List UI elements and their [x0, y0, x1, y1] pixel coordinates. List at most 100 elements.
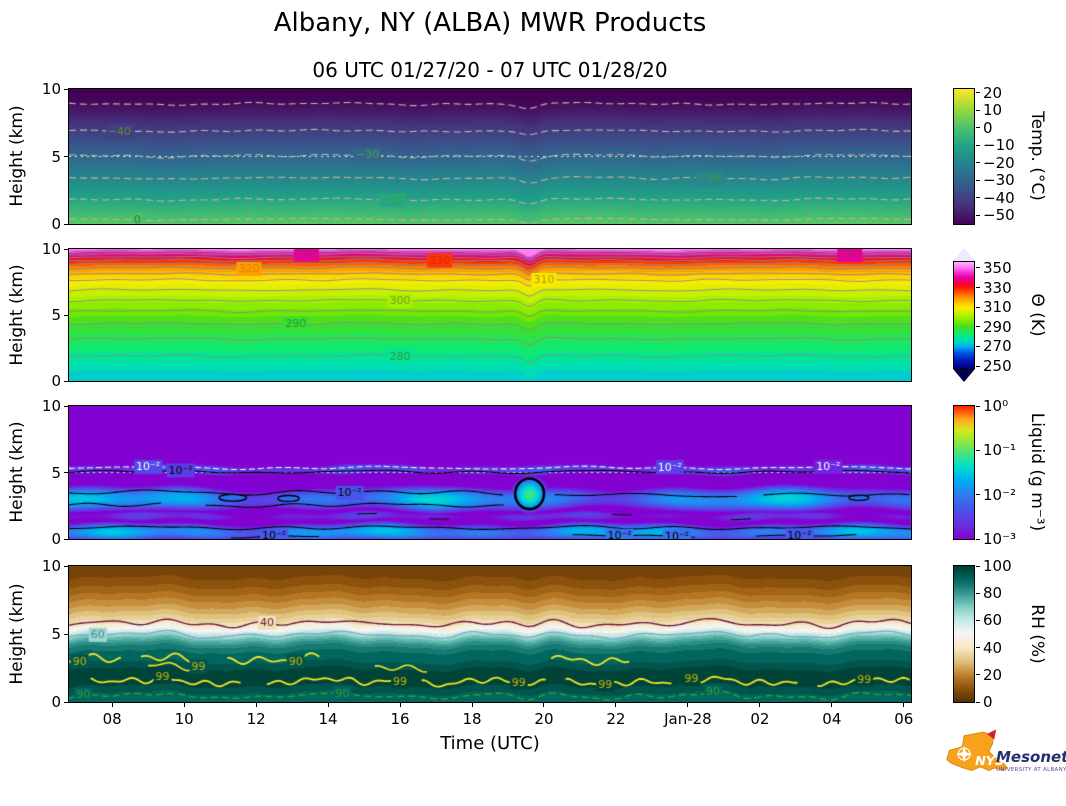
colorbar-tick-mark — [976, 92, 980, 93]
colorbar-tick-label: 100 — [983, 557, 1012, 575]
x-tick-mark — [111, 703, 113, 707]
y-tick-label: 10 — [41, 240, 61, 258]
ny-state-shape — [946, 731, 1008, 772]
y-tick-mark — [64, 472, 68, 473]
x-tick-mark — [255, 703, 257, 707]
colorbar-tick-mark — [976, 592, 980, 594]
figure-subtitle: 06 UTC 01/27/20 - 07 UTC 01/28/20 — [312, 58, 668, 82]
x-tick-mark — [471, 703, 473, 707]
temperature-heatmap-canvas — [69, 89, 911, 224]
colorbar-tick-mark — [976, 287, 980, 289]
colorbar-tick-label: −30 — [983, 171, 1015, 190]
colorbar-tick-mark — [976, 197, 980, 199]
colorbar-tick-mark — [976, 538, 980, 540]
x-tick-label: 18 — [462, 710, 482, 728]
x-tick-mark — [399, 703, 401, 707]
y-tick-mark — [64, 405, 68, 407]
colorbar-tick-label: −40 — [983, 188, 1015, 207]
y-tick-mark — [64, 248, 68, 250]
colorbar-tick-label: 20 — [983, 83, 1003, 102]
colorbar-tick-label: 10⁻² — [983, 485, 1017, 504]
colorbar-tick-mark — [976, 326, 980, 328]
ny-state-icon: NYS — [946, 729, 1008, 772]
y-tick-mark — [64, 633, 68, 635]
y-tick-label: 10 — [41, 557, 61, 575]
colorbar-tick-label: 250 — [983, 357, 1012, 376]
x-tick-label: 02 — [750, 710, 770, 728]
colorbar-tick-label: 10 — [983, 101, 1003, 120]
height-axis-label-theta: Height (km) — [7, 264, 27, 366]
colorbar-tick-mark — [976, 449, 980, 451]
y-tick-mark — [64, 88, 68, 90]
logo-nys-text: NYS — [975, 754, 1004, 769]
colorbar-tick-label: 80 — [983, 584, 1003, 603]
x-tick-label: 06 — [894, 710, 914, 728]
height-axis-label-rh: Height (km) — [7, 583, 27, 685]
logo-mesonet-text: Mesonet — [996, 748, 1066, 766]
colorbar-tick-label: 40 — [983, 638, 1003, 657]
y-tick-label: 5 — [51, 147, 61, 166]
y-tick-label: 5 — [51, 306, 61, 324]
figure-title: Albany, NY (ALBA) MWR Products — [273, 8, 707, 38]
logo-university-text: UNIVERSITY AT ALBANY — [996, 767, 1066, 773]
temperature-panel: 0 5 10 — [42, 80, 912, 233]
logo-red-sail-icon — [986, 729, 997, 740]
colorbar-tick-mark — [976, 144, 980, 146]
x-tick-label: 16 — [390, 710, 410, 728]
y-tick-label: 0 — [51, 693, 61, 711]
y-tick-label: 0 — [51, 215, 61, 233]
colorbar-tick-mark — [976, 405, 980, 407]
y-tick-label: 0 — [51, 530, 61, 548]
x-tick-label: Jan-28 — [664, 710, 712, 728]
colorbar-tick-label: 10⁰ — [983, 397, 1009, 415]
colorbar-tick-mark — [976, 162, 980, 164]
rh-y-axis: 0 5 10 — [42, 557, 911, 711]
x-tick-label: 20 — [534, 710, 554, 728]
rh-colorbar-label: RH (%) — [1027, 604, 1047, 664]
theta-y-axis: 0 5 10 — [42, 240, 911, 390]
rh-colorbar — [953, 565, 975, 703]
colorbar-tick-label: 20 — [983, 665, 1003, 684]
x-tick-label: 22 — [606, 710, 626, 728]
temperature-colorbar — [953, 88, 975, 225]
liquid-y-axis: 0 5 10 — [42, 397, 911, 548]
colorbar-tick-label: 0 — [983, 118, 993, 137]
liquid-colorbar — [953, 405, 975, 540]
colorbar-tick-label: 10⁻¹ — [983, 441, 1017, 460]
theta-heatmap-canvas — [69, 249, 911, 381]
x-tick-label: 04 — [822, 710, 842, 728]
colorbar-tick-label: −20 — [983, 153, 1015, 172]
x-tick-label: 14 — [318, 710, 338, 728]
colorbar-tick-label: 330 — [983, 278, 1012, 297]
x-tick-mark — [183, 703, 185, 707]
nys-mesonet-logo: NYS Mesonet UNIVERSITY AT ALBANY — [944, 722, 1066, 804]
height-axis-label-liquid: Height (km) — [7, 421, 27, 523]
colorbar-tick-mark — [976, 701, 980, 703]
colorbar-tick-mark — [976, 109, 980, 111]
y-tick-mark — [64, 223, 68, 225]
colorbar-tick-mark — [976, 674, 980, 676]
y-tick-label: 10 — [41, 80, 61, 98]
theta-colorbar — [953, 261, 975, 369]
y-tick-mark — [64, 314, 68, 316]
colorbar-tick-label: 60 — [983, 611, 1003, 630]
colorbar-tick-label: −50 — [983, 206, 1015, 225]
y-tick-mark — [64, 380, 68, 382]
y-tick-label: 10 — [41, 397, 61, 415]
theta-colorbar-under-arrow — [953, 369, 975, 382]
colorbar-tick-mark — [976, 306, 980, 308]
colorbar-tick-mark — [976, 647, 980, 649]
time-axis-label: Time (UTC) — [440, 733, 540, 754]
temperature-y-axis: 0 5 10 — [42, 80, 911, 233]
x-tick-mark — [615, 703, 617, 707]
y-tick-mark — [64, 156, 68, 157]
theta-colorbar-over-arrow — [953, 248, 975, 261]
compass-star-icon — [955, 745, 973, 763]
x-tick-label: 10 — [174, 710, 194, 728]
y-tick-mark — [64, 701, 68, 703]
y-tick-label: 5 — [51, 463, 61, 482]
y-tick-mark — [64, 565, 68, 567]
theta-colorbar-label: Θ (K) — [1027, 293, 1047, 337]
x-tick-mark — [759, 703, 761, 707]
x-tick-mark — [327, 703, 329, 707]
